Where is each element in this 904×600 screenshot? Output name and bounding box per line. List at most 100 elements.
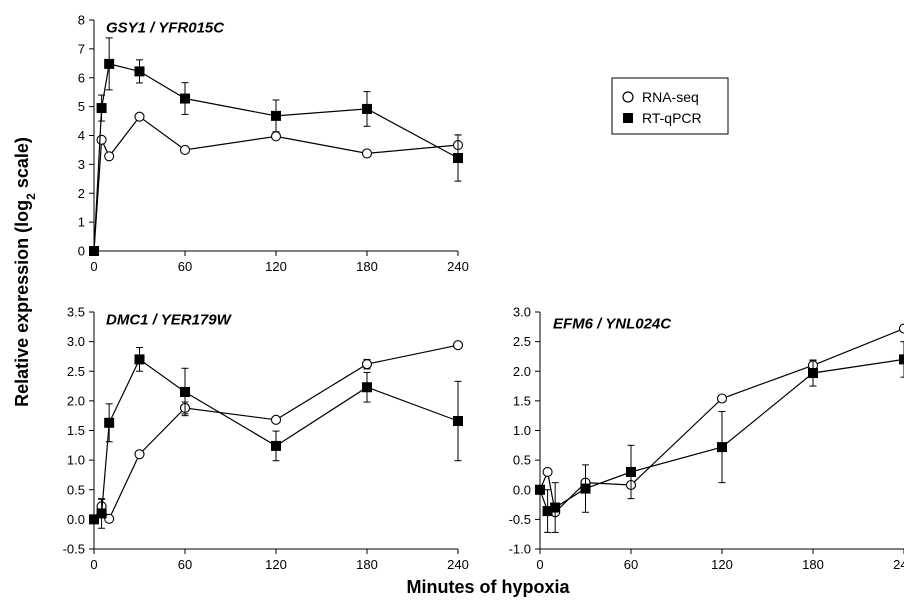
data-point-square	[717, 442, 727, 453]
data-point-circle	[104, 513, 115, 524]
data-point-square	[535, 484, 545, 495]
data-point-square	[89, 514, 99, 525]
data-point-circle	[96, 134, 107, 145]
y-tick-label: 5	[78, 99, 85, 114]
y-tick-label: 2.0	[513, 364, 531, 379]
data-point-square	[808, 368, 818, 379]
y-tick-label: 7	[78, 41, 85, 56]
data-point-circle	[134, 449, 145, 460]
x-tick-label: 0	[90, 557, 97, 572]
data-point-square	[180, 93, 190, 104]
legend-rnaseq-marker	[622, 91, 634, 103]
data-point-circle	[898, 323, 904, 334]
legend-box	[611, 77, 729, 135]
x-tick-label: 180	[356, 259, 378, 274]
series-line	[539, 328, 904, 514]
x-tick-label: 120	[711, 557, 733, 572]
series-line	[93, 358, 459, 520]
y-axis-label: Relative expression (log2 scale)	[12, 137, 38, 407]
y-tick-label: 0.5	[513, 453, 531, 468]
x-tick-label: 180	[356, 557, 378, 572]
x-tick-label: 60	[178, 557, 192, 572]
y-tick-label: 4	[78, 128, 85, 143]
data-point-square	[134, 66, 145, 77]
data-point-square	[89, 246, 99, 256]
y-tick-label: 2.5	[513, 334, 531, 349]
panel-title: GSY1 / YFR015C	[106, 19, 225, 36]
y-tick-label: 1.5	[513, 393, 531, 408]
data-point-square	[96, 508, 107, 519]
x-tick-label: 240	[447, 557, 469, 572]
data-point-square	[362, 382, 372, 393]
y-tick-label: -0.5	[509, 512, 531, 527]
y-tick-label: 3.0	[513, 305, 531, 320]
panel-efm6: -1.0 -0.5 0.0 0.5 1.0 1.5 2.0 2.5 3.0 0 60 120 180 24…	[509, 305, 904, 572]
data-point-square	[134, 354, 145, 365]
x-tick-label: 0	[90, 259, 97, 274]
y-tick-label: 1	[78, 215, 85, 230]
legend-rtqpcr-label: RT-qPCR	[642, 110, 702, 126]
y-tick-label: 2.0	[67, 393, 85, 408]
series-rna-seq	[534, 323, 904, 518]
series-line	[93, 63, 459, 252]
data-point-circle	[179, 144, 191, 155]
legend-rnaseq-label: RNA-seq	[642, 89, 699, 105]
y-tick-label: 1.0	[67, 453, 85, 468]
data-point-square	[271, 110, 281, 121]
data-point-square	[580, 483, 591, 494]
y-tick-label: 0.5	[67, 482, 85, 497]
series-rt-qpcr	[89, 37, 463, 256]
data-point-circle	[104, 151, 115, 162]
data-point-circle	[452, 340, 464, 351]
data-point-circle	[270, 131, 282, 142]
x-tick-label: 120	[265, 557, 287, 572]
x-tick-label: 60	[624, 557, 638, 572]
y-tick-label: 0.0	[513, 482, 531, 497]
data-point-circle	[134, 111, 145, 122]
x-tick-label: 240	[447, 259, 469, 274]
y-tick-label: 0	[78, 244, 85, 259]
data-point-square	[453, 153, 463, 164]
panel-dmc1: -0.5 0.0 0.5 1.0 1.5 2.0 2.5 3.0 3.5 0 60 120 180 240…	[63, 305, 469, 573]
panel-title: EFM6 / YNL024C	[553, 315, 672, 332]
panel-title: DMC1 / YER179W	[106, 311, 233, 328]
data-point-circle	[361, 359, 373, 370]
y-tick-label: 1.5	[67, 423, 85, 438]
y-tick-label: 2.5	[67, 364, 85, 379]
x-tick-label: 120	[265, 259, 287, 274]
series-rna-seq	[88, 111, 464, 257]
panel-gsy1: 0 1 2 3 4 5 6 7 8 0 60 120 180 240 GSY1 / YFR015C	[78, 13, 469, 275]
y-tick-label: 6	[78, 70, 85, 85]
y-axis-label-subscript: 2	[24, 193, 38, 200]
y-tick-label: -1.0	[509, 542, 531, 557]
data-point-square	[626, 466, 636, 477]
data-point-square	[180, 386, 190, 397]
y-tick-label: -0.5	[63, 542, 85, 557]
legend-rtqpcr-marker	[623, 113, 633, 123]
data-point-square	[104, 417, 115, 428]
data-point-square	[362, 103, 372, 114]
y-tick-label: 0.0	[67, 512, 85, 527]
legend: RNA-seq RT-qPCR	[611, 77, 729, 135]
x-tick-label: 240	[893, 557, 904, 572]
y-tick-label: 8	[78, 13, 85, 28]
data-point-square	[899, 354, 904, 365]
data-point-square	[96, 103, 107, 114]
data-point-circle	[716, 393, 728, 404]
x-tick-label: 60	[178, 259, 192, 274]
data-point-square	[550, 502, 561, 513]
x-tick-label: 180	[802, 557, 824, 572]
data-point-square	[104, 58, 115, 69]
x-tick-label: 0	[536, 557, 543, 572]
data-point-square	[542, 506, 553, 517]
x-axis-label: Minutes of hypoxia	[406, 577, 570, 597]
data-point-square	[271, 440, 281, 451]
data-point-circle	[361, 148, 373, 159]
y-tick-label: 3.0	[67, 334, 85, 349]
series-rt-qpcr	[535, 341, 904, 533]
data-point-circle	[542, 466, 553, 478]
data-point-circle	[270, 414, 282, 425]
y-tick-label: 2	[78, 186, 85, 201]
y-tick-label: 3	[78, 157, 85, 172]
